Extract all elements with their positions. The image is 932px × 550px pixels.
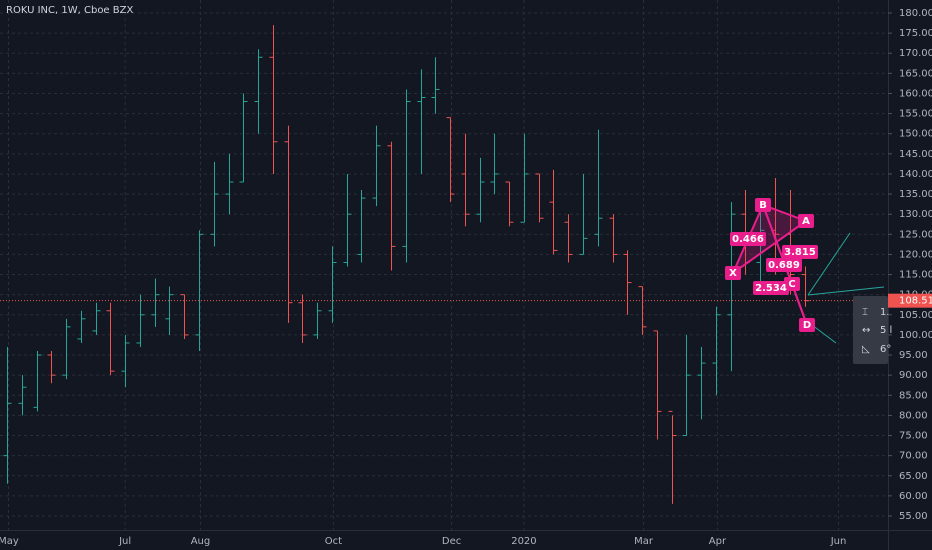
x-tick-label: Jun (830, 536, 847, 547)
toolbar-icon: ◺ (862, 344, 870, 355)
pattern-ratio-label: 3.815 (784, 247, 816, 258)
pattern-ratio-box (782, 245, 818, 259)
pattern-point-label: C (788, 279, 795, 290)
x-tick-label: Mar (634, 536, 654, 547)
x-tick-label: Aug (191, 536, 211, 547)
y-tick-label: 160.00 (899, 88, 932, 99)
x-tick-label: Jul (118, 536, 131, 547)
y-tick-label: 95.00 (899, 350, 928, 361)
y-tick-label: 85.00 (899, 390, 928, 401)
y-tick-label: 145.00 (899, 149, 932, 160)
pattern-point-box (725, 266, 741, 280)
pattern-fill (733, 205, 806, 273)
last-price-label: 108.51 (899, 296, 932, 307)
plot-area: X A B C D 0.466 3.815 0.689 2.534 (0, 0, 888, 530)
y-tick-label: 100.00 (899, 330, 932, 341)
y-tick-label: 135.00 (899, 189, 932, 200)
pattern-ratio-box (753, 281, 789, 295)
x-tick-label: Apr (709, 536, 727, 547)
toolbar-value: 1. (880, 307, 890, 318)
y-tick-label: 65.00 (899, 471, 928, 482)
projection-line (807, 232, 851, 296)
pattern-ratio-label: 0.689 (768, 260, 800, 271)
pattern-point-label: A (802, 216, 810, 227)
y-tick-label: 130.00 (899, 209, 932, 220)
y-tick-label: 120.00 (899, 249, 932, 260)
y-tick-label: 155.00 (899, 109, 932, 120)
last-price-box (888, 293, 932, 308)
toolbar[interactable] (853, 296, 888, 364)
pattern-point-label: X (729, 268, 737, 279)
y-tick-label: 55.00 (899, 511, 928, 522)
pattern-ratio-label: 2.534 (755, 283, 787, 294)
pattern-point-label: B (759, 200, 767, 211)
x-tick-label: Oct (325, 536, 342, 547)
y-tick-label: 90.00 (899, 370, 928, 381)
toolbar-icon: ⌶ (862, 307, 868, 318)
pattern-ratio-box (730, 232, 766, 246)
pattern-ratio-box (766, 258, 802, 272)
pattern-point-label: D (803, 320, 811, 331)
y-tick-label: 150.00 (899, 129, 932, 140)
y-tick-label: 180.00 (899, 8, 932, 19)
chart-title: ROKU INC, 1W, Cboe BZX (6, 5, 133, 16)
toolbar-icon: ↔ (862, 325, 870, 336)
pattern-point-box (799, 318, 815, 332)
toolbar-value: 5 l (880, 325, 892, 336)
x-tick-label: Dec (442, 536, 461, 547)
y-tick-label: 80.00 (899, 410, 928, 421)
toolbar-value: 6° (880, 344, 891, 355)
y-tick-label: 125.00 (899, 229, 932, 240)
y-tick-label: 75.00 (899, 431, 928, 442)
y-tick-label: 70.00 (899, 451, 928, 462)
x-tick-label: 2020 (511, 536, 536, 547)
pattern-ratio-label: 0.466 (732, 234, 764, 245)
projection-line (807, 286, 885, 296)
pattern-point-box (755, 198, 771, 212)
y-tick-label: 165.00 (899, 68, 932, 79)
y-tick-label: 170.00 (899, 48, 932, 59)
y-tick-label: 175.00 (899, 28, 932, 39)
y-tick-label: 140.00 (899, 169, 932, 180)
y-tick-label: 60.00 (899, 491, 928, 502)
y-tick-label: 105.00 (899, 310, 932, 321)
pattern-point-box (798, 214, 814, 228)
y-tick-label: 115.00 (899, 270, 932, 281)
x-tick-label: May (0, 536, 19, 547)
